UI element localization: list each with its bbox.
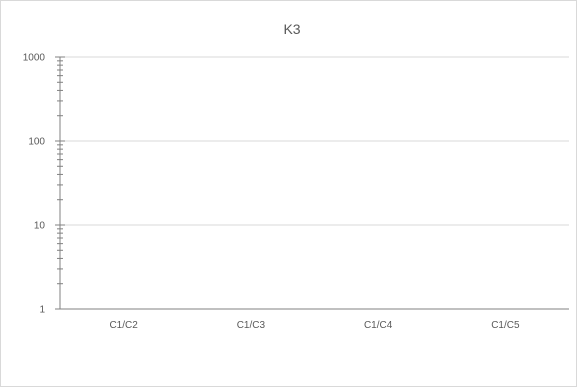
- y-tick-label: 100: [28, 137, 45, 148]
- axes: 1 10 100 1000 C1/C2 C1/C3 C1/C4 C1/C5: [23, 53, 569, 331]
- gridlines: [60, 56, 569, 226]
- x-tick-label: C1/C4: [364, 320, 393, 331]
- x-tick-label: C1/C2: [109, 320, 138, 331]
- chart-title: K3: [283, 21, 300, 37]
- x-tick-label: C1/C3: [237, 320, 266, 331]
- x-tick-label: C1/C5: [491, 320, 520, 331]
- y-tick-label: 1000: [23, 53, 46, 64]
- y-tick-label: 10: [34, 221, 46, 232]
- y-tick-label: 1: [39, 305, 45, 316]
